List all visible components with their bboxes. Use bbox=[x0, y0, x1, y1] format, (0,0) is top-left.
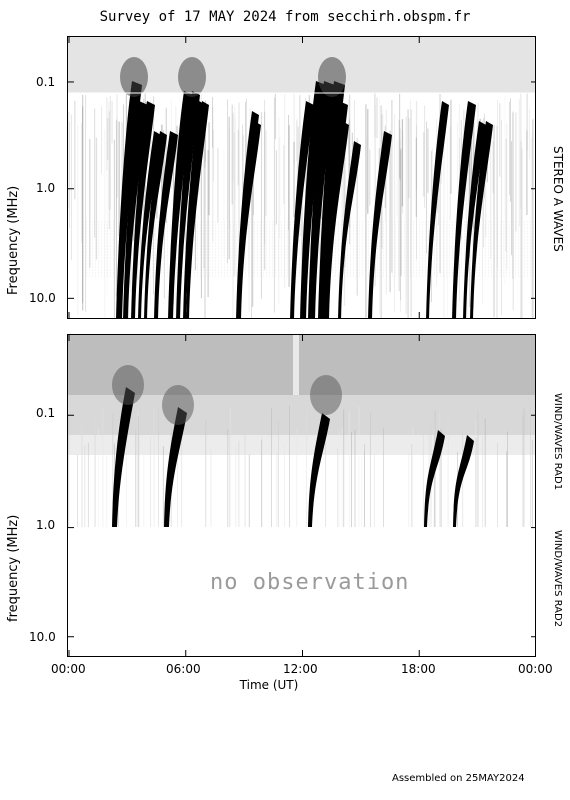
assembled-date: Assembled on 25MAY2024 bbox=[392, 773, 525, 784]
no-observation-text: no observation bbox=[210, 570, 410, 595]
wind-spectrogram-svg bbox=[68, 335, 535, 656]
panel-bot-ticks bbox=[68, 335, 535, 656]
bot-rad2-empty bbox=[68, 527, 535, 656]
top-burst-19 bbox=[368, 131, 392, 318]
xtick-00-00-end: 00:00 bbox=[518, 662, 553, 676]
top-burst-5 bbox=[154, 131, 178, 318]
top-burst-4 bbox=[144, 131, 167, 318]
top-burst-1 bbox=[123, 101, 148, 318]
stereo-a-spectrogram bbox=[67, 36, 536, 319]
top-burst-2 bbox=[131, 101, 155, 318]
bot-burst-curl-2 bbox=[310, 375, 342, 415]
bot-lowfreq-band-light bbox=[68, 435, 535, 455]
top-burst-21 bbox=[452, 101, 476, 318]
top-burst-7 bbox=[176, 91, 200, 318]
top-ytick-10-0: 10.0 bbox=[29, 291, 56, 305]
bottom-y-axis-label: frequency (MHz) bbox=[6, 514, 21, 622]
bottom-right-label-rad2: WIND/WAVES RAD2 bbox=[552, 530, 563, 628]
x-axis-label: Time (UT) bbox=[239, 678, 299, 692]
top-y-axis-label: Frequency (MHz) bbox=[6, 185, 21, 295]
xtick-00-00-start: 00:00 bbox=[51, 662, 86, 676]
top-burst-18 bbox=[338, 141, 361, 318]
top-burst-curl-0 bbox=[120, 57, 148, 97]
top-burst-9 bbox=[186, 101, 209, 318]
bot-ytick-10-0: 10.0 bbox=[29, 630, 56, 644]
bot-data-gap bbox=[293, 335, 299, 395]
bot-burst-curl-0 bbox=[112, 365, 144, 405]
top-burst-20 bbox=[426, 101, 449, 318]
xtick-06-00: 06:00 bbox=[166, 662, 201, 676]
bot-lowfreq-band-dark bbox=[68, 335, 535, 395]
top-burst-curl-2 bbox=[318, 57, 346, 97]
panel-top-ticks bbox=[68, 37, 535, 318]
top-burst-23 bbox=[470, 121, 493, 318]
bot-burst-1 bbox=[164, 407, 187, 527]
top-burst-curl-1 bbox=[178, 57, 206, 97]
chart-title: Survey of 17 MAY 2024 from secchirh.obsp… bbox=[99, 9, 471, 25]
top-burst-12 bbox=[290, 101, 314, 318]
top-burst-11 bbox=[238, 121, 261, 318]
bot-burst-curl-1 bbox=[162, 385, 194, 425]
wind-waves-spectrogram bbox=[67, 334, 536, 657]
top-ytick-0-1: 0.1 bbox=[36, 75, 56, 89]
xtick-12-00: 12:00 bbox=[283, 662, 318, 676]
bot-burst-3 bbox=[424, 430, 445, 527]
xtick-18-00: 18:00 bbox=[401, 662, 436, 676]
bot-burst-4 bbox=[453, 435, 474, 527]
bot-ytick-1-0: 1.0 bbox=[36, 518, 56, 532]
stereo-spectrogram-svg bbox=[68, 37, 535, 318]
top-burst-17 bbox=[326, 121, 349, 318]
bot-burst-2 bbox=[308, 413, 330, 527]
bot-burst-0 bbox=[112, 387, 135, 527]
bot-lowfreq-band-mid bbox=[68, 395, 535, 435]
top-ytick-1-0: 1.0 bbox=[36, 181, 56, 195]
bottom-right-label-rad1: WIND/WAVES RAD1 bbox=[552, 393, 563, 491]
top-burst-6 bbox=[168, 91, 193, 318]
top-right-label: STEREO A WAVES bbox=[551, 146, 565, 252]
bot-ytick-0-1: 0.1 bbox=[36, 406, 56, 420]
